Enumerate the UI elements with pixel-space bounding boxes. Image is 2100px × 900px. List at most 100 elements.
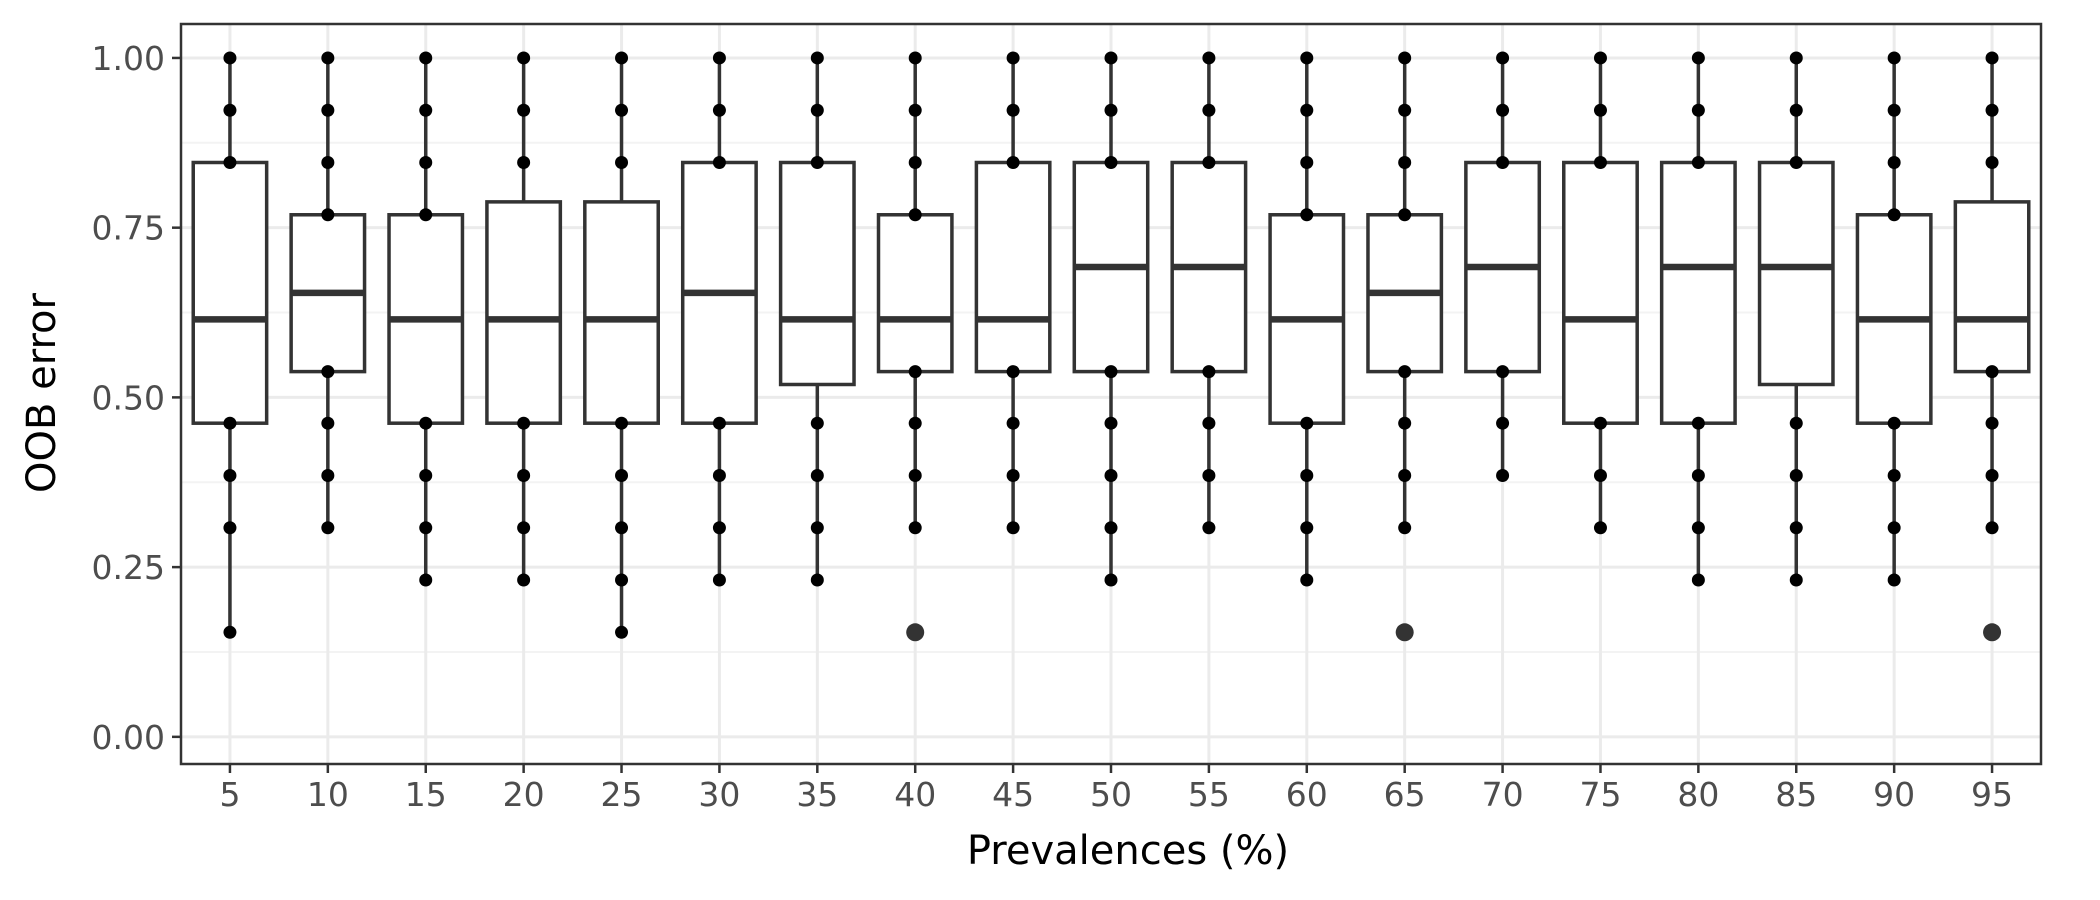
axis-layer: 0.00 0.25 0.50 0.75 1.00 5 10 15 20 25 30 35 40 45 50 5… — [92, 22, 2043, 814]
x-tick-label: 20 — [503, 775, 545, 814]
outlier-point — [1395, 623, 1414, 642]
x-tick-label: 10 — [307, 775, 349, 814]
x-tick-label: 40 — [894, 775, 936, 814]
box-30 — [680, 51, 758, 587]
data-point — [1104, 51, 1118, 65]
data-point — [615, 51, 629, 65]
data-point — [908, 155, 922, 169]
box-iqr — [876, 213, 954, 374]
data-point — [1202, 155, 1216, 169]
box-85 — [1757, 51, 1835, 587]
x-tick-label: 75 — [1579, 775, 1621, 814]
data-point — [1496, 416, 1510, 430]
data-point — [1496, 468, 1510, 482]
data-point — [1300, 103, 1314, 117]
box-45 — [974, 51, 1052, 535]
y-tick-label: 0.25 — [92, 548, 165, 587]
data-point — [1202, 416, 1216, 430]
data-point — [1691, 521, 1705, 535]
data-point — [419, 155, 433, 169]
data-point — [810, 51, 824, 65]
data-point — [321, 416, 335, 430]
data-point — [1202, 103, 1216, 117]
data-point — [1887, 521, 1901, 535]
x-axis-title: Prevalences (%) — [967, 828, 1289, 874]
data-point — [223, 103, 237, 117]
data-point — [1691, 103, 1705, 117]
data-point — [419, 103, 433, 117]
x-tick-label: 35 — [796, 775, 838, 814]
data-point — [1887, 51, 1901, 65]
data-point — [1789, 521, 1803, 535]
data-point — [1398, 208, 1412, 222]
box-95 — [1953, 51, 2031, 642]
x-tick-label: 30 — [698, 775, 740, 814]
data-point — [1006, 468, 1020, 482]
data-point — [712, 468, 726, 482]
outlier-point — [906, 623, 925, 642]
data-point — [517, 468, 531, 482]
data-point — [1593, 51, 1607, 65]
data-point — [615, 521, 629, 535]
x-tick-label: 90 — [1873, 775, 1915, 814]
data-point — [1887, 155, 1901, 169]
x-tick-label: 70 — [1482, 775, 1524, 814]
data-point — [223, 468, 237, 482]
data-point — [1300, 155, 1314, 169]
data-point — [1104, 521, 1118, 535]
data-point — [223, 625, 237, 639]
x-tick-label: 80 — [1677, 775, 1719, 814]
data-point — [712, 521, 726, 535]
data-point — [1006, 51, 1020, 65]
data-point — [1789, 103, 1803, 117]
data-point — [419, 416, 433, 430]
box-layer — [191, 51, 2031, 642]
data-point — [223, 521, 237, 535]
data-point — [321, 521, 335, 535]
data-point — [810, 468, 824, 482]
data-point — [1985, 416, 1999, 430]
data-point — [1300, 51, 1314, 65]
box-iqr — [1757, 160, 1835, 387]
x-tick-label: 65 — [1384, 775, 1426, 814]
data-point — [1985, 51, 1999, 65]
box-15 — [387, 51, 465, 587]
data-point — [223, 155, 237, 169]
box-iqr — [191, 160, 269, 425]
data-point — [1104, 365, 1118, 379]
y-tick-label: 0.00 — [92, 718, 165, 757]
data-point — [810, 155, 824, 169]
box-50 — [1072, 51, 1150, 587]
data-point — [712, 51, 726, 65]
y-axis-title: OOB error — [19, 292, 65, 493]
box-90 — [1855, 51, 1933, 587]
data-point — [419, 521, 433, 535]
data-point — [1789, 573, 1803, 587]
data-point — [712, 416, 726, 430]
data-point — [1593, 155, 1607, 169]
data-point — [517, 155, 531, 169]
data-point — [615, 155, 629, 169]
data-point — [712, 155, 726, 169]
data-point — [1104, 103, 1118, 117]
box-80 — [1659, 51, 1737, 587]
data-point — [1202, 51, 1216, 65]
data-point — [615, 573, 629, 587]
y-tick-label: 1.00 — [92, 39, 165, 78]
box-iqr — [1659, 160, 1737, 425]
box-10 — [289, 51, 367, 535]
data-point — [1398, 51, 1412, 65]
data-point — [1496, 51, 1510, 65]
data-point — [1593, 103, 1607, 117]
box-5 — [191, 51, 269, 639]
data-point — [1593, 468, 1607, 482]
data-point — [615, 625, 629, 639]
data-point — [1006, 521, 1020, 535]
data-point — [517, 51, 531, 65]
data-point — [1104, 155, 1118, 169]
data-point — [1398, 521, 1412, 535]
data-point — [517, 416, 531, 430]
data-point — [1496, 155, 1510, 169]
box-iqr — [778, 160, 856, 387]
data-point — [1398, 103, 1412, 117]
